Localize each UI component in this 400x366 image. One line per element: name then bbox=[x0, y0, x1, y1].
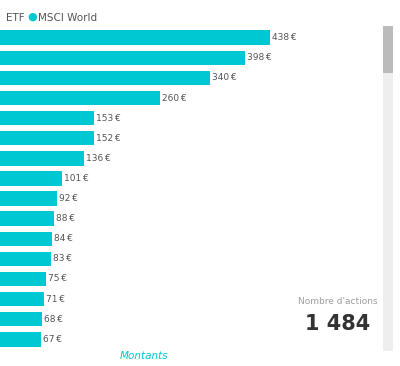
Text: 83 €: 83 € bbox=[53, 254, 72, 264]
Text: Montants: Montants bbox=[120, 351, 168, 361]
Text: MSCI World: MSCI World bbox=[38, 13, 97, 23]
Bar bbox=[0, 111, 94, 125]
Text: 438 €: 438 € bbox=[272, 33, 296, 42]
Bar bbox=[0, 232, 52, 246]
Bar bbox=[0, 272, 46, 286]
Text: 153 €: 153 € bbox=[96, 113, 121, 123]
Text: 75 €: 75 € bbox=[48, 274, 67, 284]
Text: Nombre d'actions: Nombre d'actions bbox=[298, 298, 378, 306]
Bar bbox=[0, 151, 84, 165]
Text: 67 €: 67 € bbox=[43, 335, 62, 344]
Text: ETF: ETF bbox=[6, 13, 25, 23]
Text: 84 €: 84 € bbox=[54, 234, 72, 243]
Text: 340 €: 340 € bbox=[212, 74, 236, 82]
Bar bbox=[0, 312, 42, 326]
Text: 1 484: 1 484 bbox=[305, 314, 371, 334]
Bar bbox=[0, 51, 246, 65]
Bar bbox=[0, 30, 270, 45]
Bar bbox=[0, 292, 44, 306]
Bar bbox=[0, 71, 210, 85]
Bar bbox=[0, 191, 57, 206]
Bar bbox=[0, 91, 160, 105]
Bar bbox=[0, 212, 54, 226]
Text: 136 €: 136 € bbox=[86, 154, 110, 163]
Text: 152 €: 152 € bbox=[96, 134, 120, 143]
Bar bbox=[0, 332, 41, 347]
Text: 398 €: 398 € bbox=[247, 53, 272, 62]
Text: 92 €: 92 € bbox=[58, 194, 78, 203]
Bar bbox=[0, 171, 62, 186]
Bar bbox=[0, 131, 94, 145]
Bar bbox=[0, 252, 51, 266]
Text: ●: ● bbox=[27, 12, 37, 22]
Text: 101 €: 101 € bbox=[64, 174, 89, 183]
Text: 260 €: 260 € bbox=[162, 93, 187, 102]
Text: 68 €: 68 € bbox=[44, 315, 63, 324]
Text: 88 €: 88 € bbox=[56, 214, 75, 223]
Text: 71 €: 71 € bbox=[46, 295, 65, 303]
